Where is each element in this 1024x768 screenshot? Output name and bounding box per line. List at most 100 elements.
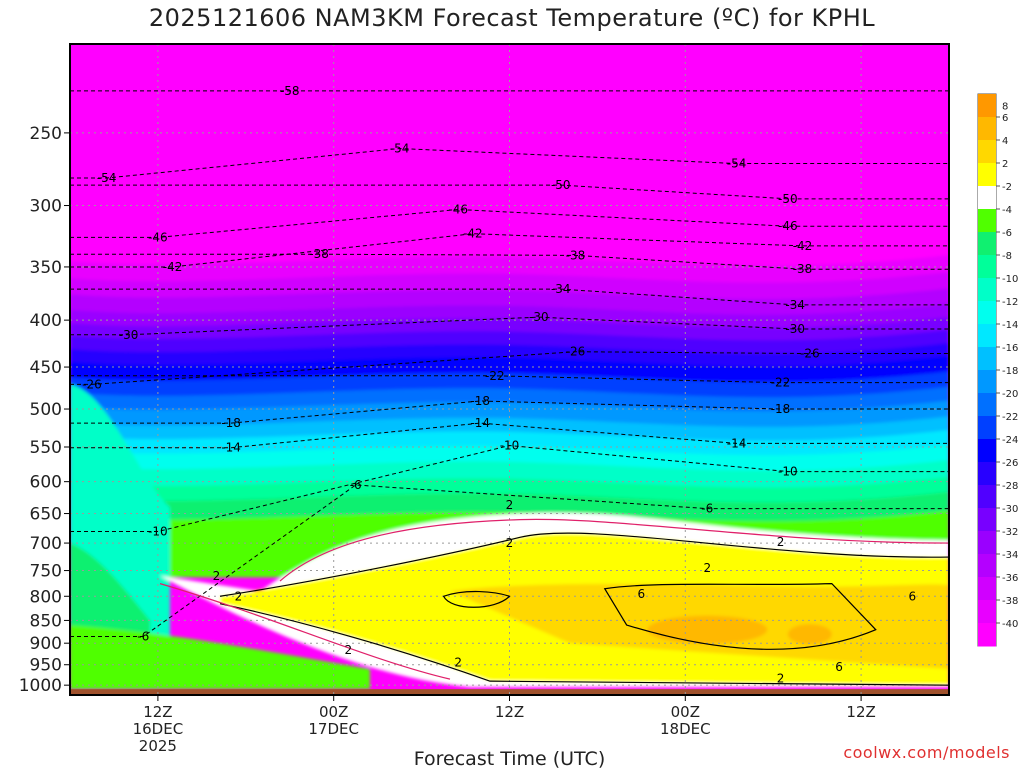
contour-label: 2 [703, 561, 711, 575]
source-credit: coolwx.com/models [843, 743, 1010, 762]
contour-label: 2 [506, 536, 514, 550]
contour-label: -42 [793, 239, 813, 253]
colorbar-label: -2 [1002, 182, 1012, 193]
colorbar-label: -14 [1002, 320, 1018, 331]
colorbar-label: -32 [1002, 527, 1018, 538]
colorbar-swatch [978, 94, 996, 118]
field-warmest [787, 624, 832, 645]
isotherm-dashed [70, 208, 949, 238]
colorbar-label: 6 [1002, 113, 1008, 124]
colorbar-swatch [978, 554, 996, 578]
colorbar-swatch [978, 301, 996, 325]
contour-label: -6 [701, 502, 713, 516]
colorbar-label: -8 [1002, 251, 1012, 262]
y-tick-label: 750 [30, 562, 62, 582]
field-layer: -58 -54 -54 -54 -50 -50 -46 -46 -46 -42 -42 -42 -38 -… [70, 44, 949, 695]
contour-label: -42 [163, 260, 183, 274]
colorbar-label: -40 [1002, 619, 1018, 630]
colorbar-label: -38 [1002, 596, 1018, 607]
colorbar-swatch [978, 209, 996, 233]
colorbar-label: -36 [1002, 573, 1018, 584]
contour-label: -38 [566, 248, 586, 262]
colorbar-label: -24 [1002, 435, 1018, 446]
x-tick-label: 00Z [671, 703, 700, 721]
contour-label: -10 [500, 439, 520, 453]
y-tick-label: 950 [30, 656, 62, 676]
contour-label: -46 [148, 230, 168, 244]
contour-label: -30 [119, 328, 139, 342]
y-tick-label: 500 [30, 400, 62, 420]
colorbar-swatch [978, 117, 996, 141]
isotherm-0 [159, 583, 451, 680]
contour-label: -22 [771, 376, 791, 390]
colorbar-swatch [978, 278, 996, 302]
y-tick-label: 300 [30, 197, 62, 217]
colorbar-label: -12 [1002, 297, 1018, 308]
colorbar-swatch [978, 324, 996, 348]
contour-label: 2 [777, 535, 785, 549]
isotherm-2 [219, 532, 949, 597]
contour-label: -42 [463, 227, 483, 241]
y-tick-label: 550 [30, 438, 62, 458]
x-tick-label: 2025 [139, 737, 177, 755]
x-tick-label: 12Z [495, 703, 524, 721]
colorbar-label: -30 [1002, 504, 1018, 515]
contour-label: -30 [785, 322, 805, 336]
field-green-low [70, 625, 370, 690]
colorbar-swatch [978, 347, 996, 371]
y-tick-label: 850 [30, 611, 62, 631]
colorbar-swatch [978, 508, 996, 532]
colorbar-label: -6 [1002, 228, 1012, 239]
y-tick-label: 400 [30, 311, 62, 331]
contour-label: -10 [148, 525, 168, 539]
y-tick-label: 450 [30, 358, 62, 378]
colorbar-label: 2 [1002, 159, 1008, 170]
isotherm-dashed [70, 184, 949, 200]
contour-label: 6 [638, 587, 646, 601]
contour-label: 6 [835, 660, 843, 674]
contour-label: 2 [235, 589, 243, 603]
contour-label: -18 [470, 394, 490, 408]
colorbar-label: -16 [1002, 343, 1018, 354]
isotherm-dashed [70, 148, 949, 179]
colorbar-swatch [978, 163, 996, 187]
colorbar-label: -22 [1002, 412, 1018, 423]
contour-label: -50 [778, 192, 798, 206]
x-tick-label: 18DEC [660, 720, 711, 738]
contour-label: 2 [777, 671, 785, 685]
contour-label: -54 [97, 171, 117, 185]
isotherm-dashed [70, 253, 949, 270]
contour-label: -22 [485, 369, 505, 383]
contour-label: -54 [390, 142, 410, 156]
colorbar-swatch [978, 255, 996, 279]
colorbar-label: -20 [1002, 389, 1018, 400]
isotherm-6 [603, 583, 877, 650]
contour-label: 2 [213, 569, 221, 583]
colorbar-swatch [978, 140, 996, 164]
colorbar-swatch [978, 462, 996, 486]
colorbar-label: -34 [1002, 550, 1018, 561]
x-tick-label: 12Z [846, 703, 875, 721]
contour-label: -34 [785, 298, 805, 312]
isotherm-dashed [70, 445, 949, 533]
colorbar-label: -4 [1002, 205, 1012, 216]
isotherm-0 [279, 518, 949, 582]
contour-label: -14 [727, 436, 747, 450]
isotherm-dashed [70, 375, 949, 384]
x-tick-label: 00Z [319, 703, 348, 721]
contour-label: -38 [793, 262, 813, 276]
colorbar-label: 8 [1002, 102, 1008, 113]
colorbar-swatch [978, 623, 996, 647]
contour-label: -46 [448, 202, 468, 216]
contour-label: -38 [309, 247, 329, 261]
chart-title: 2025121606 NAM3KM Forecast Temperature (… [148, 4, 876, 32]
y-tick-label: 600 [30, 473, 62, 493]
colorbar-swatch [978, 232, 996, 256]
y-tick-label: 700 [30, 534, 62, 554]
y-tick-label: 800 [30, 587, 62, 607]
colorbar-label: 4 [1002, 136, 1008, 147]
colorbar-swatch [978, 393, 996, 417]
colorbar-label: -18 [1002, 366, 1018, 377]
isotherm-dashed [70, 316, 949, 336]
contour-label: -58 [280, 84, 300, 98]
